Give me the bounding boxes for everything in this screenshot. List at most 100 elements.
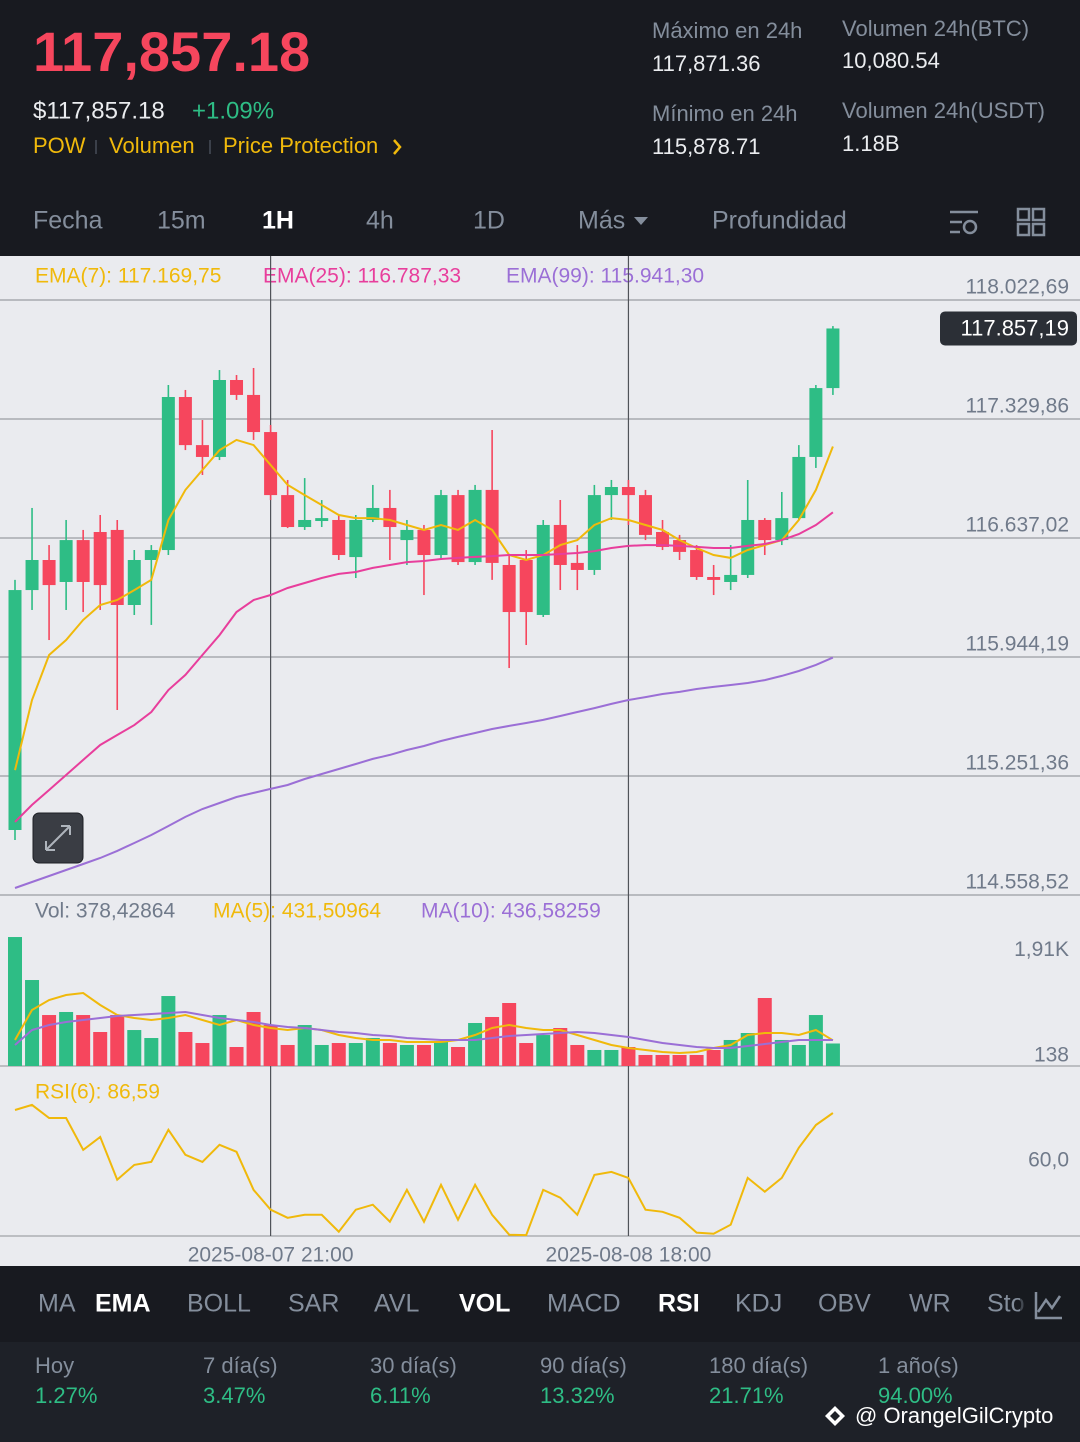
candle-body — [707, 577, 721, 580]
candle-body — [247, 394, 261, 433]
y-tick-label: 116.637,02 — [965, 514, 1069, 537]
volume-bar — [331, 1043, 346, 1066]
period-label: 7 día(s) — [203, 1353, 278, 1378]
volume-bar — [144, 1038, 159, 1066]
volume-bar — [195, 1043, 210, 1066]
candle-body — [468, 489, 482, 563]
y-tick-label: 114.558,52 — [965, 871, 1069, 894]
indicator[interactable]: Sto — [987, 1290, 1025, 1318]
volume-bar — [297, 1025, 312, 1066]
volume-bar — [280, 1044, 295, 1066]
link[interactable]: Price Protection — [223, 133, 378, 158]
candle-body — [349, 519, 363, 558]
period-label: 1 año(s) — [878, 1353, 959, 1378]
volume-bar — [672, 1054, 687, 1066]
dropdown-icon — [634, 217, 648, 225]
candle-body — [127, 560, 141, 606]
candle-body — [502, 564, 516, 613]
indicator[interactable]: AVL — [374, 1290, 419, 1318]
y-tick-label: 118.022,69 — [965, 276, 1069, 299]
candle-body — [76, 540, 90, 582]
volume-bar — [791, 1044, 806, 1066]
candle-body — [25, 560, 39, 591]
candle-body — [42, 560, 56, 586]
period-value: 6.11% — [370, 1383, 431, 1408]
candle-body — [451, 495, 465, 563]
volume-bar — [399, 1044, 414, 1066]
volume-bar — [774, 1039, 789, 1066]
stat-label: Mínimo en 24h — [652, 101, 798, 126]
watermark-logo — [825, 1406, 845, 1426]
candle-body — [690, 550, 704, 578]
legend-ema25: EMA(25): 116.787,33 — [263, 265, 461, 288]
chart-icon[interactable] — [1034, 1292, 1062, 1320]
indicator-line — [14, 1103, 834, 1237]
period-value: 13.32% — [540, 1383, 615, 1408]
volume-bar — [93, 1031, 108, 1066]
indicator[interactable]: OBV — [818, 1290, 871, 1318]
volume-bar — [689, 1054, 704, 1066]
link[interactable]: Volumen — [109, 133, 195, 158]
usd-price: $117,857.18 — [33, 97, 165, 124]
candle-body — [758, 519, 772, 541]
legend-ema7: EMA(7): 117.169,75 — [35, 265, 221, 288]
indicator[interactable]: KDJ — [735, 1290, 782, 1318]
indicator-line — [14, 511, 834, 823]
candle-body — [230, 380, 244, 395]
watermark: @ OrangelGilCrypto — [855, 1403, 1053, 1428]
tab[interactable]: Profundidad — [712, 207, 847, 235]
period-label: Hoy — [35, 1353, 74, 1378]
indicator-line — [14, 991, 834, 1055]
indicator-active[interactable]: VOL — [459, 1290, 510, 1318]
x-tick-label: 2025-08-07 21:00 — [188, 1244, 354, 1267]
volume-bar — [59, 1011, 74, 1066]
tab[interactable]: Más — [578, 207, 625, 235]
candle-body — [604, 487, 618, 496]
volume-bar — [451, 1047, 466, 1066]
candle-body — [621, 487, 635, 496]
indicator[interactable]: MACD — [547, 1290, 621, 1318]
candle-body — [519, 560, 533, 613]
settings-icon[interactable] — [950, 210, 978, 235]
layout-icon[interactable] — [1016, 207, 1046, 237]
stat-label: Volumen 24h(BTC) — [842, 16, 1029, 41]
candle-body — [212, 380, 226, 457]
volume-bar — [161, 996, 176, 1066]
period-label: 90 día(s) — [540, 1353, 627, 1378]
indicator-active[interactable]: EMA — [95, 1290, 151, 1318]
tab[interactable]: 4h — [366, 207, 394, 235]
tab-active[interactable]: 1H — [262, 207, 294, 235]
tab[interactable]: Fecha — [33, 207, 103, 235]
legend-ema99: EMA(99): 115.941,30 — [506, 265, 704, 288]
indicator[interactable]: SAR — [288, 1290, 339, 1318]
candle-body — [195, 445, 209, 457]
link[interactable]: POW — [33, 133, 86, 158]
candle-body — [775, 518, 789, 541]
legend-ma5: MA(5): 431,50964 — [213, 900, 381, 923]
volume-bar — [655, 1054, 670, 1066]
volume-bar — [502, 1003, 517, 1066]
expand-icon — [45, 825, 71, 851]
stat-value: 115,878.71 — [652, 134, 760, 159]
indicator[interactable]: BOLL — [187, 1290, 251, 1318]
change: +1.09% — [192, 97, 274, 124]
volume-bar — [468, 1023, 483, 1066]
candle-body — [8, 590, 22, 830]
period-value: 1.27% — [35, 1383, 97, 1408]
y-tick-label: 1,91K — [1014, 938, 1069, 961]
indicator[interactable]: WR — [909, 1290, 951, 1318]
volume-bar — [553, 1028, 568, 1066]
indicator-active[interactable]: RSI — [658, 1290, 700, 1318]
candle-body — [656, 532, 670, 547]
volume-bar — [485, 1016, 500, 1066]
indicator[interactable]: MA — [38, 1290, 76, 1318]
volume-bar — [519, 1043, 534, 1066]
volume-bar — [536, 1035, 551, 1066]
tab[interactable]: 1D — [473, 207, 505, 235]
volume-bar — [263, 1025, 278, 1066]
candle-body — [570, 562, 584, 570]
indicator-line — [14, 656, 834, 889]
tab[interactable]: 15m — [157, 207, 206, 235]
candle-body — [332, 519, 346, 556]
